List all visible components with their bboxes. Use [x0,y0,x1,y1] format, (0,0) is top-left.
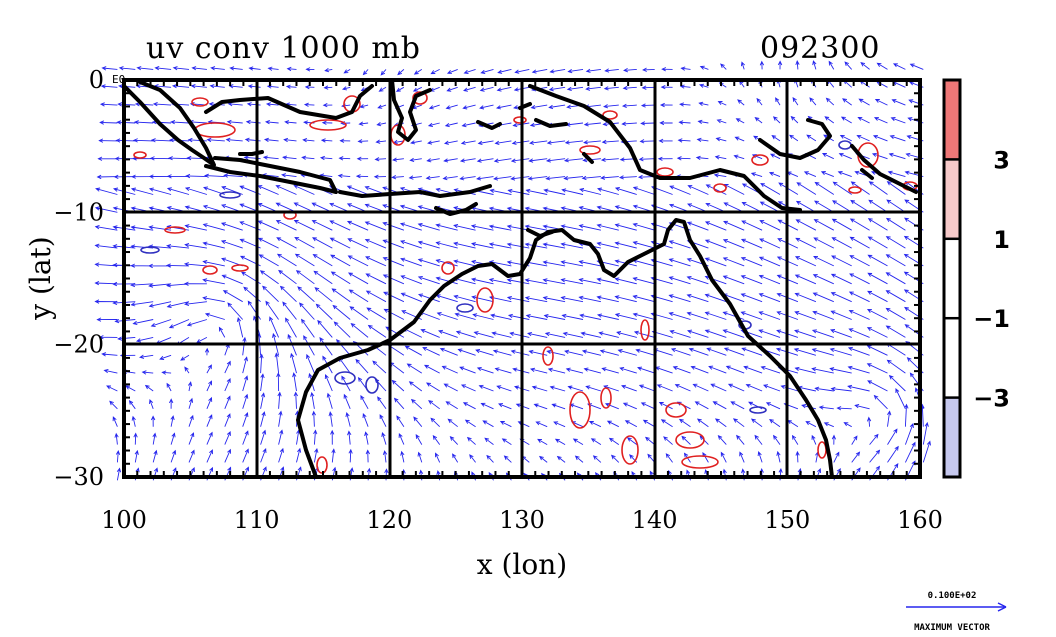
colorbar-segment [944,159,960,239]
x-tick-label: 150 [764,506,810,534]
wind-vectors [94,60,931,481]
x-tick-label: 160 [897,506,943,534]
colorbar-label: 1 [993,226,1010,254]
wind-vector-field [94,60,931,481]
coastline-new-guinea [528,84,802,212]
corner-label: E0 [112,73,125,86]
colorbar-segment [944,238,960,319]
positive-convergence-contours [133,91,918,474]
negative-convergence-contours [140,140,852,414]
colorbar-segment [944,80,960,160]
coastline-sumatra [124,80,216,167]
x-tick-label: 140 [632,506,678,534]
colorbar: 3 1 −1 −3 [942,78,1010,479]
y-tick-labels: 0 −10 −20 −30 [53,66,104,491]
x-tick-label: 100 [101,506,147,534]
x-tick-label: 110 [234,506,280,534]
colorbar-segment [944,318,960,398]
reference-vector-caption: MAXIMUM VECTOR [914,623,990,633]
colorbar-label: 3 [993,146,1010,174]
x-tick-label: 130 [499,506,545,534]
x-tick-label: 120 [366,506,412,534]
y-tick-label: −20 [53,331,104,359]
coastline-lesser-sunda [338,184,492,198]
grid-lines [124,80,920,477]
y-axis-title: y (lat) [24,236,57,320]
chart-time-label: 092300 [760,31,881,66]
x-tick-labels: 100 110 120 130 140 150 160 [101,506,943,534]
coastline-sulawesi [390,80,432,142]
x-axis-title: x (lon) [477,548,567,581]
colorbar-label: −1 [973,305,1010,333]
reference-vector-value: 0.100E+02 [928,591,977,601]
coastlines [124,80,918,477]
y-tick-label: −10 [53,198,104,226]
y-tick-label: −30 [53,463,104,491]
coastline-australia [296,218,834,477]
coastline-bismarck [758,118,832,160]
colorbar-label: −3 [973,385,1010,413]
minor-ticks [124,80,920,477]
convergence-contours [133,91,918,474]
coastline-borneo [204,84,374,120]
colorbar-segment [944,397,960,477]
reference-vector: 0.100E+02 MAXIMUM VECTOR [906,591,1007,633]
y-tick-label: 0 [89,66,104,94]
chart-title: uv conv 1000 mb [146,31,421,66]
coastline-java [204,156,338,194]
